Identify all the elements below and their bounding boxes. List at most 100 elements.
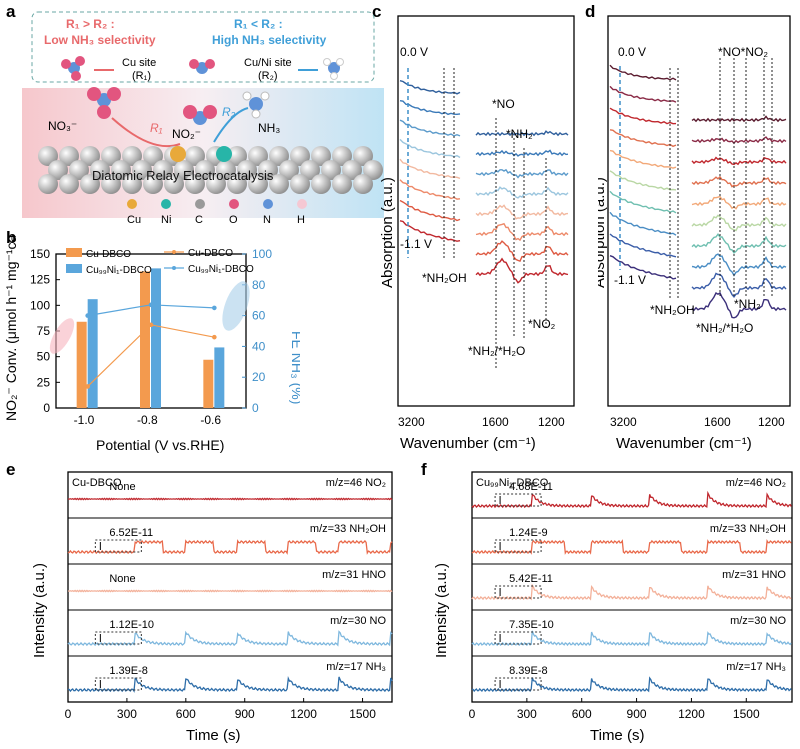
ms-trace-1 bbox=[67, 539, 393, 555]
y-tick-right-label: 60 bbox=[252, 309, 266, 323]
ms-trace-value: None bbox=[109, 481, 135, 493]
low-selectivity-text: Low NH₃ selectivity bbox=[44, 33, 156, 47]
x-tick-label: 1200 bbox=[290, 707, 317, 721]
panel-c-traces bbox=[399, 68, 569, 368]
ir-trace-right bbox=[475, 240, 569, 262]
surface-atom bbox=[90, 160, 110, 180]
panel-e-ylabel: Intensity (a.u.) bbox=[31, 563, 48, 658]
cu-atom-icon bbox=[170, 146, 186, 162]
panel-b-ylabel-left: NO₂⁻ Conv. (μmol h⁻¹ mg⁻¹cat) bbox=[3, 236, 19, 421]
ir-trace-right bbox=[475, 186, 569, 199]
no2-large-icon bbox=[183, 105, 217, 125]
surface-atom bbox=[143, 174, 163, 194]
fe-point bbox=[148, 322, 154, 328]
panel-d-spectra: 0.0 V -1.1 V *NO*NO₂ *NH₂ *NH₂OH *NH₂/*H… bbox=[598, 15, 791, 452]
surface-atom bbox=[153, 160, 173, 180]
ir-trace-right bbox=[691, 272, 787, 299]
ms-trace-value: 5.42E-11 bbox=[509, 573, 553, 585]
surface-atom bbox=[269, 174, 289, 194]
surface-atom bbox=[59, 174, 79, 194]
bar-cu--0.8 bbox=[140, 271, 150, 408]
fe-point bbox=[85, 313, 90, 318]
y-tick-left-label: 25 bbox=[37, 375, 51, 389]
legend-atom-n-icon bbox=[263, 199, 273, 209]
ms-trace-4 bbox=[471, 676, 792, 693]
surface-atom bbox=[290, 146, 310, 166]
x-tick-label: 0 bbox=[65, 707, 72, 721]
panel-d-xtick-1600: 1600 bbox=[704, 415, 731, 429]
ir-trace-right bbox=[475, 130, 569, 137]
panel-b-xlabel: Potential (V vs.RHE) bbox=[96, 437, 224, 453]
low-selectivity-cond: R₁ > R₂ : bbox=[66, 17, 115, 31]
surface-atom bbox=[185, 174, 205, 194]
no3-large-icon bbox=[87, 87, 121, 119]
panel-d-ylabel: Absorption (a.u.) bbox=[598, 177, 608, 288]
legend-line1-label: Cu-DBCO bbox=[188, 248, 233, 259]
surface-atom bbox=[332, 146, 352, 166]
legend-atom-label: O bbox=[229, 214, 238, 226]
ms-trace-value: 1.24E-9 bbox=[509, 527, 548, 539]
legend-atom-label: C bbox=[195, 214, 203, 226]
ms-trace-1 bbox=[471, 538, 792, 555]
surface-atom bbox=[311, 146, 331, 166]
panel-label-e: e bbox=[6, 460, 16, 479]
ir-trace-right bbox=[691, 175, 787, 188]
nh3-molecule-icon bbox=[323, 58, 344, 80]
surface-atom bbox=[279, 160, 299, 180]
ms-trace-2 bbox=[67, 589, 393, 593]
surface-atom bbox=[164, 174, 184, 194]
ir-trace-right bbox=[691, 156, 787, 166]
highlight-ellipse bbox=[222, 281, 250, 331]
legend-atom-c-icon bbox=[195, 199, 205, 209]
ms-scale-box bbox=[494, 539, 542, 553]
y-tick-left-label: 75 bbox=[37, 324, 51, 338]
panel-a-title: Diatomic Relay Electrocatalysis bbox=[92, 168, 274, 183]
bar-cu--0.6 bbox=[203, 359, 214, 408]
surface-atom bbox=[300, 160, 320, 180]
x-tick-label: 300 bbox=[117, 707, 137, 721]
fe-point bbox=[212, 305, 217, 311]
panel-e-ms: m/z=46 NO₂ None m/z=33 NH₂OH 6.52E-11 m/z=31… bbox=[31, 471, 393, 744]
ms-trace-value: 8.39E-8 bbox=[509, 665, 548, 677]
no3-label: NO₃⁻ bbox=[48, 119, 77, 133]
legend-atom-ni-icon bbox=[161, 199, 171, 209]
ms-scale-box bbox=[94, 677, 142, 691]
x-tick-label: 600 bbox=[572, 707, 592, 721]
r1-label: R₁ bbox=[150, 121, 163, 135]
surface-atom bbox=[258, 160, 278, 180]
no3-molecule-icon bbox=[61, 56, 85, 81]
panel-e-xlabel: Time (s) bbox=[186, 727, 240, 744]
ms-scale-box bbox=[494, 585, 542, 599]
surface-atom bbox=[342, 160, 362, 180]
x-tick-label: 0 bbox=[469, 707, 476, 721]
cuni-site-r: (R₂) bbox=[258, 70, 278, 82]
y-tick-left-label: 50 bbox=[37, 350, 51, 364]
ms-scale-box bbox=[494, 493, 542, 507]
surface-atom bbox=[111, 160, 131, 180]
ms-trace-2 bbox=[471, 583, 792, 601]
panel-label-a: a bbox=[6, 2, 16, 21]
ms-trace-label: m/z=46 NO₂ bbox=[326, 477, 386, 489]
panel-d-v-start: 0.0 V bbox=[618, 45, 646, 59]
surface-atom bbox=[290, 174, 310, 194]
panel-c-ann-nh2oh: *NH₂OH bbox=[422, 271, 467, 285]
ms-trace-value: 7.35E-10 bbox=[509, 619, 554, 631]
panel-f-ylabel: Intensity (a.u.) bbox=[433, 563, 450, 658]
surface-atom bbox=[132, 160, 152, 180]
ms-trace-label: m/z=46 NO₂ bbox=[726, 477, 786, 489]
panel-c-spectra: 0.0 V -1.1 V *NO *NH₂ *NH₂OH *NH₂/*H₂O *… bbox=[379, 15, 575, 452]
panel-c-v-end: -1.1 V bbox=[400, 237, 432, 251]
surface-atom bbox=[248, 146, 268, 166]
surface-atom bbox=[143, 146, 163, 166]
ir-trace-right bbox=[691, 232, 787, 254]
catalyst-surface bbox=[38, 146, 383, 194]
bar-cuni--0.8 bbox=[151, 268, 161, 408]
ms-trace-value: 6.52E-11 bbox=[109, 527, 153, 539]
panel-c-ann-no: *NO bbox=[492, 97, 515, 111]
y-tick-left-label: 150 bbox=[30, 247, 50, 261]
surface-atom bbox=[101, 146, 121, 166]
surface-atom bbox=[237, 160, 257, 180]
panel-label-d: d bbox=[585, 2, 596, 21]
panel-c-xtick-1200: 1200 bbox=[538, 415, 565, 429]
x-tick-label: 600 bbox=[176, 707, 196, 721]
